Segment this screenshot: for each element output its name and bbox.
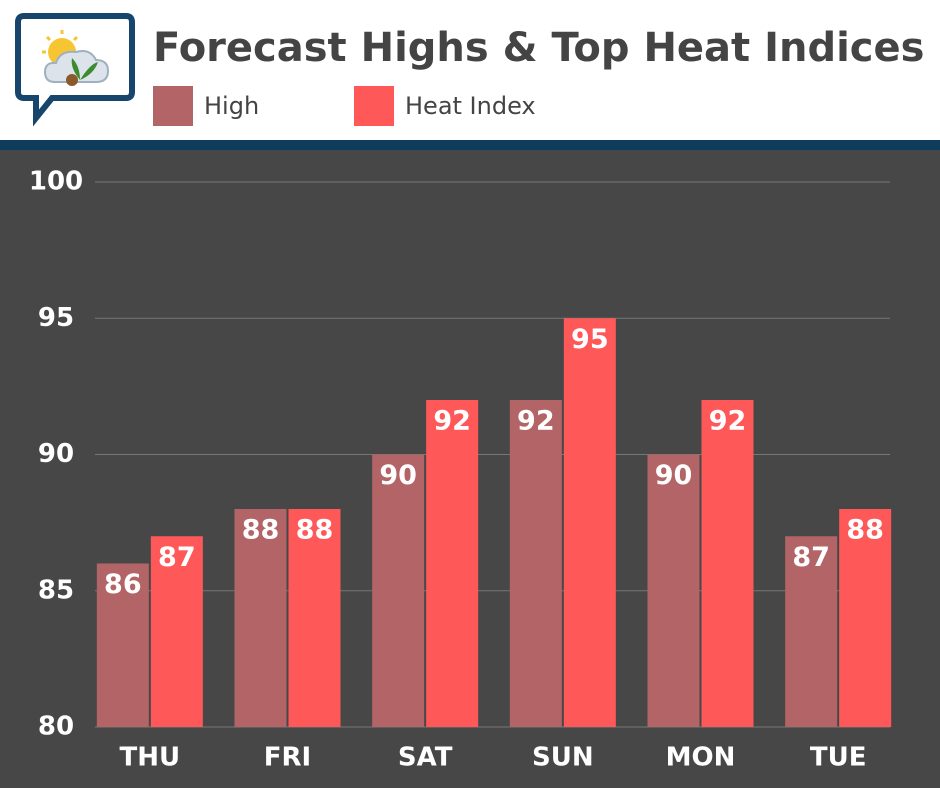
value-label: 87 [792,542,830,573]
value-label: 90 [379,460,417,491]
bar [150,536,203,727]
value-label: 95 [571,324,609,355]
x-tick-label: FRI [264,743,311,773]
legend-swatch [354,86,394,126]
y-tick-label: 80 [38,712,74,742]
bar [701,400,754,727]
header-stripe [0,140,940,150]
value-label: 90 [655,460,693,491]
bar [288,509,341,727]
bar [785,536,838,727]
legend-swatch [153,86,193,126]
bar [647,454,700,727]
value-label: 87 [158,542,196,573]
logo [15,13,135,127]
value-label: 92 [433,406,471,437]
x-tick-label: SAT [398,743,453,773]
x-tick-label: THU [120,743,181,773]
value-label: 88 [242,515,280,546]
bar [96,563,149,727]
chart-title: Forecast Highs & Top Heat Indices [153,25,924,71]
x-tick-label: SUN [532,743,594,773]
value-label: 88 [846,515,884,546]
y-tick-label: 95 [38,303,74,333]
value-label: 92 [517,406,555,437]
value-label: 92 [709,406,747,437]
y-tick-label: 100 [29,167,83,197]
value-label: 88 [296,515,334,546]
bar [563,318,616,727]
value-label: 86 [104,569,142,600]
legend-label: Heat Index [405,92,536,120]
x-tick-label: MON [666,743,736,773]
bar [839,509,892,727]
legend-label: High [204,92,259,120]
bar [509,400,562,727]
bar [234,509,287,727]
y-tick-label: 85 [38,575,74,605]
bar [426,400,479,727]
x-tick-label: TUE [810,743,867,773]
bar [372,454,425,727]
y-tick-label: 90 [38,439,74,469]
